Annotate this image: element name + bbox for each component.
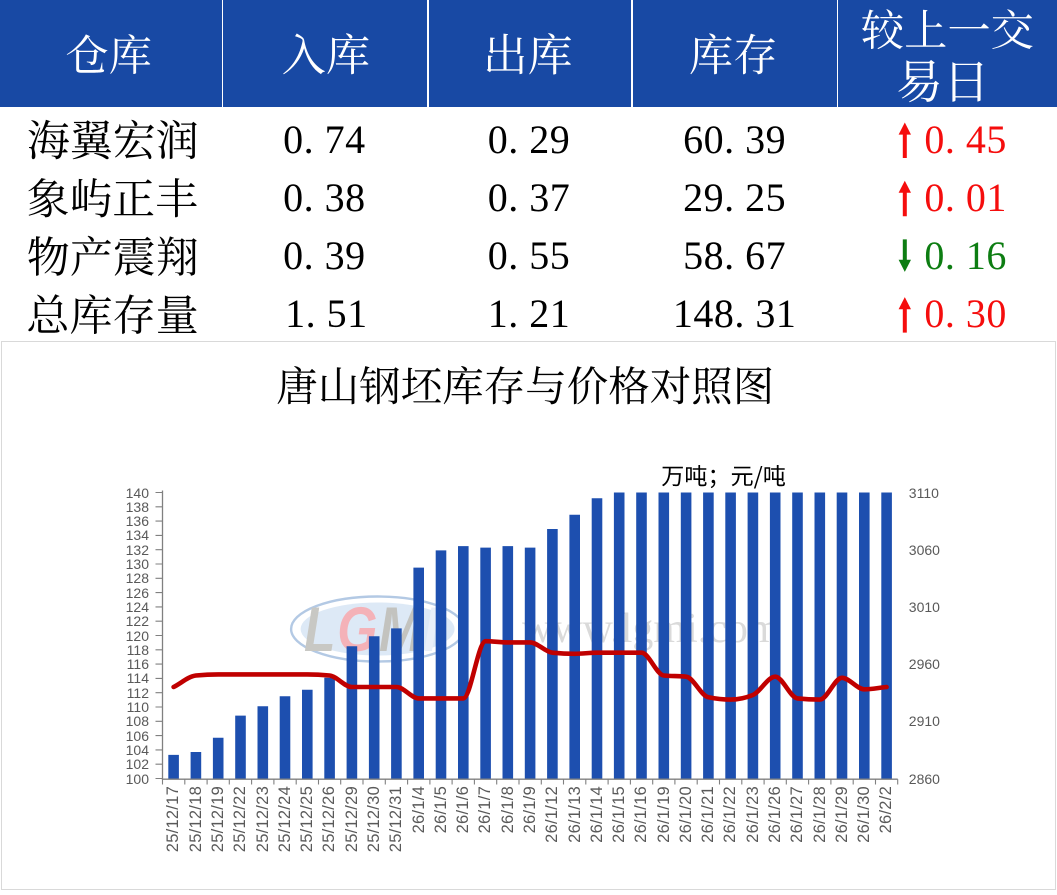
svg-text:www.lgmi.com: www.lgmi.com <box>522 606 781 652</box>
